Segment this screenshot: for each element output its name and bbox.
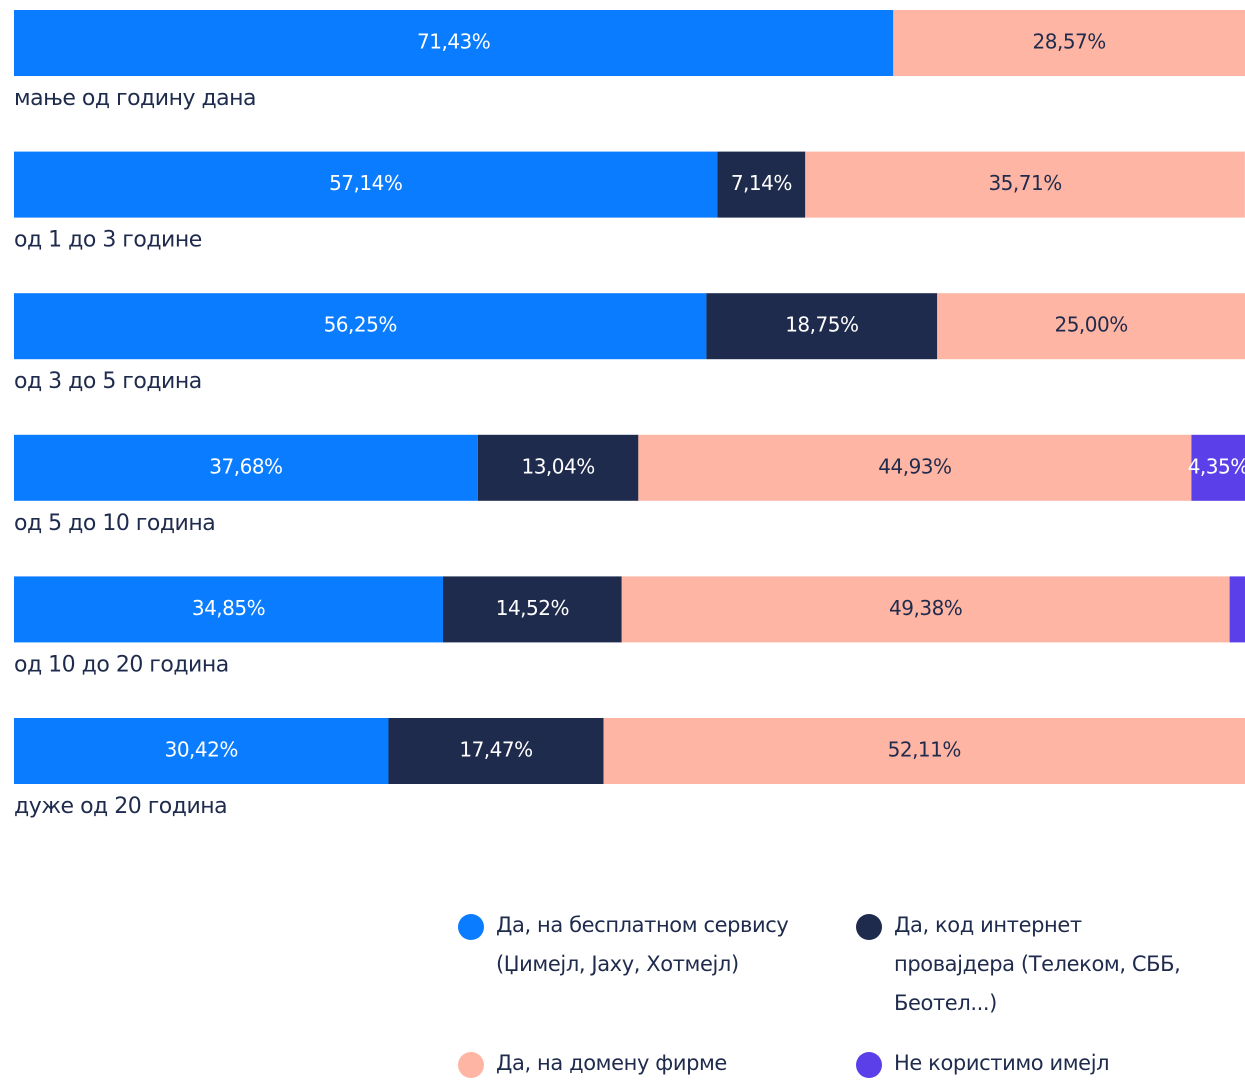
bar-segment xyxy=(805,151,1245,218)
category-label: од 1 до 3 године xyxy=(14,228,202,253)
legend-swatch xyxy=(458,914,484,940)
bar-segment xyxy=(14,434,478,501)
value-label: 25,00% xyxy=(1054,313,1127,337)
bar-segment xyxy=(603,718,1245,784)
legend-swatch xyxy=(458,1052,484,1078)
value-label: 35,71% xyxy=(988,171,1061,195)
bar-segment xyxy=(14,576,444,643)
value-label: 17,47% xyxy=(459,738,532,762)
value-label: 56,25% xyxy=(324,313,397,337)
value-label: 18,75% xyxy=(785,313,858,337)
value-label: 7,14% xyxy=(731,171,792,195)
value-label: 49,38% xyxy=(889,596,962,620)
bar-segment xyxy=(706,293,938,360)
value-label: 13,04% xyxy=(521,454,594,478)
legend-label: Да, на домену фирме xyxy=(496,1051,727,1075)
value-label: 28,57% xyxy=(1033,30,1106,54)
value-label: 34,85% xyxy=(192,596,265,620)
legend-swatch xyxy=(856,1052,882,1078)
legend-swatch xyxy=(856,914,882,940)
value-label: 30,42% xyxy=(165,738,238,762)
legend-label: Да, код интернет провајдера (Телеком, СБ… xyxy=(894,913,1181,1015)
legend-item: Да, на бесплатном сервису (Џимејл, Јаху,… xyxy=(458,906,798,984)
bar-segment xyxy=(621,576,1230,643)
category-label: мање од годину дана xyxy=(14,86,256,111)
bar-segment xyxy=(443,576,622,643)
bar-segment xyxy=(14,718,389,784)
category-label: од 10 до 20 година xyxy=(14,652,229,677)
bar-segment xyxy=(893,10,1245,76)
legend-label: Не користимо имејл xyxy=(894,1051,1110,1075)
bar-segment xyxy=(1191,434,1245,501)
bar-segment xyxy=(388,718,604,784)
bar-segment xyxy=(477,434,639,501)
bar-segment xyxy=(14,293,707,360)
bar-segment xyxy=(638,434,1192,501)
value-label: 52,11% xyxy=(888,738,961,762)
category-label: од 3 до 5 година xyxy=(14,369,202,394)
category-label: од 5 до 10 година xyxy=(14,511,215,536)
value-label: 71,43% xyxy=(417,30,490,54)
value-label: 44,93% xyxy=(878,454,951,478)
legend-label: Да, на бесплатном сервису (Џимејл, Јаху,… xyxy=(496,913,789,976)
bar-segment xyxy=(717,151,806,218)
value-label: 57,14% xyxy=(329,171,402,195)
legend-item: Не користимо имејл xyxy=(856,1044,1196,1083)
bar-segment xyxy=(1229,576,1245,643)
bar-segment xyxy=(14,10,894,76)
value-label: 37,68% xyxy=(209,454,282,478)
legend-item: Да, на домену фирме xyxy=(458,1044,798,1083)
value-label: 14,52% xyxy=(496,596,569,620)
value-label: 4,35% xyxy=(1188,454,1245,478)
bar-segment xyxy=(14,151,718,218)
legend-item: Да, код интернет провајдера (Телеком, СБ… xyxy=(856,906,1196,1023)
bar-segment xyxy=(937,293,1245,360)
category-label: дуже од 20 година xyxy=(14,794,227,819)
